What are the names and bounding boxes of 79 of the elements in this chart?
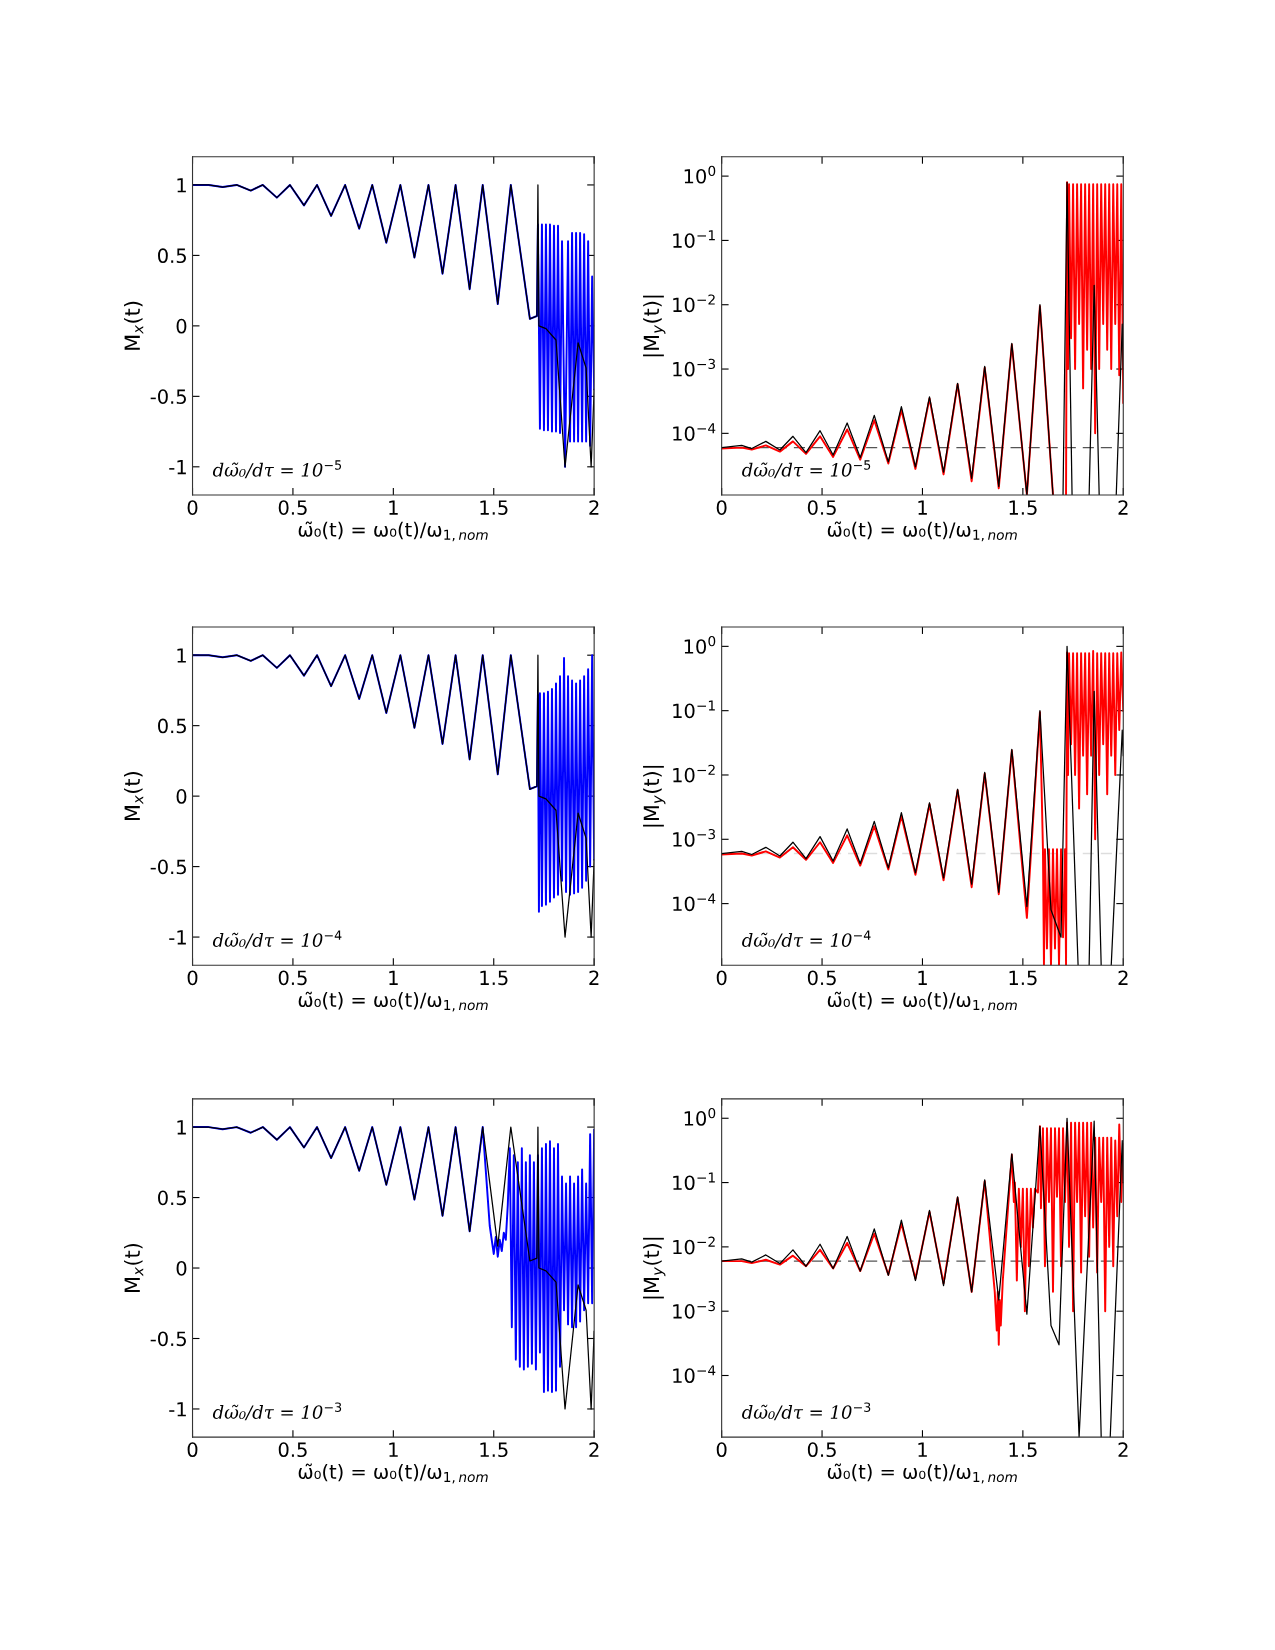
annotation: dω̃₀/dτ = 10$^{−3}$: [212, 1402, 342, 1421]
x-tick-label: 1.5: [480, 500, 508, 515]
x-axis-title: ω̃₀(t) = ω₀(t)/ω$_{1,nom}$: [827, 1463, 1017, 1484]
y-axis-title: M$_{x}$(t): [124, 1243, 144, 1292]
line-series: [721, 1121, 1124, 1346]
annotation: dω̃₀/dτ = 10$^{−3}$: [742, 1402, 871, 1421]
x-axis-title: ω̃₀(t) = ω₀(t)/ω$_{1,nom}$: [827, 991, 1017, 1012]
x-tick-label: 1: [389, 1442, 398, 1457]
y-tick-label: 0.5: [158, 718, 186, 734]
x-tick-label: 0: [716, 970, 727, 986]
x-tick-label: 0: [187, 1442, 198, 1458]
x-axis-title: ω̃₀(t) = ω₀(t)/ω$_{1,nom}$: [298, 991, 488, 1012]
x-tick-label: 0.5: [807, 500, 836, 515]
x-tick-label: 1.5: [1009, 970, 1037, 986]
y-tick-label: -1: [169, 930, 186, 945]
x-tick-label: 0: [716, 1442, 727, 1458]
x-tick-label: 1: [918, 970, 927, 985]
y-axis-title: M$_{x}$(t): [124, 301, 144, 350]
y-axis-title: |M$_{y}$(t)|: [643, 765, 666, 827]
y-tick-label: 10$^{−1}$: [673, 700, 715, 719]
y-axis-title: M$_{x}$(t): [124, 772, 144, 821]
x-tick-label: 2: [1118, 970, 1128, 985]
y-tick-label: -0.5: [150, 389, 186, 405]
y-tick-label: 0: [176, 318, 187, 334]
y-tick-label: 10$^{−1}$: [673, 230, 715, 248]
x-tick-label: 2: [1118, 1442, 1128, 1457]
x-tick-label: 0.5: [278, 500, 307, 515]
annotation: dω̃₀/dτ = 10$^{−4}$: [212, 930, 342, 949]
x-tick-label: 2: [589, 970, 599, 985]
x-tick-label: 0.5: [278, 970, 307, 986]
x-tick-label: 1.5: [480, 1442, 508, 1458]
y-axis-title: |M$_{y}$(t)|: [643, 1237, 666, 1299]
annotation: dω̃₀/dτ = 10$^{−5}$: [742, 460, 871, 479]
y-tick-label: 0: [176, 789, 187, 804]
y-tick-label: 0.5: [158, 1190, 186, 1206]
y-tick-label: -0.5: [150, 859, 186, 875]
annotation: dω̃₀/dτ = 10$^{−4}$: [742, 930, 871, 949]
y-tick-label: 1: [177, 648, 186, 663]
y-tick-label: 10$^{−4}$: [673, 423, 716, 441]
x-tick-label: 2: [589, 1442, 599, 1457]
x-tick-label: 1.5: [1009, 1442, 1037, 1458]
x-tick-label: 2: [1118, 500, 1128, 515]
x-axis-title: ω̃₀(t) = ω₀(t)/ω$_{1,nom}$: [298, 1463, 488, 1484]
y-tick-label: 10$^{−4}$: [673, 1365, 716, 1384]
y-tick-label: 10$^{0}$: [684, 165, 716, 184]
x-tick-label: 0: [716, 500, 727, 515]
y-tick-label: -1: [169, 460, 186, 475]
y-axis-title: |M$_{y}$(t)|: [643, 295, 666, 357]
annotation: dω̃₀/dτ = 10$^{−5}$: [212, 460, 342, 479]
x-tick-label: 1: [389, 500, 398, 515]
y-tick-label: 0.5: [158, 248, 186, 264]
y-tick-label: 10$^{0}$: [684, 636, 716, 654]
x-axis-title: ω̃₀(t) = ω₀(t)/ω$_{1,nom}$: [298, 521, 488, 542]
y-tick-label: 10$^{−3}$: [673, 828, 715, 847]
y-tick-label: 10$^{−2}$: [673, 294, 715, 313]
x-tick-label: 0: [187, 500, 198, 515]
y-tick-label: 10$^{−3}$: [673, 1300, 715, 1319]
x-tick-label: 2: [589, 500, 599, 515]
x-axis-title: ω̃₀(t) = ω₀(t)/ω$_{1,nom}$: [827, 521, 1017, 542]
y-tick-label: 0: [176, 1260, 187, 1276]
x-tick-label: 1: [389, 970, 398, 985]
y-tick-label: -1: [169, 1402, 186, 1417]
y-tick-label: 10$^{−3}$: [673, 358, 715, 377]
y-tick-label: 10$^{−1}$: [673, 1172, 715, 1191]
x-tick-label: 0.5: [807, 970, 836, 986]
y-tick-label: 10$^{0}$: [684, 1107, 716, 1126]
y-tick-label: 10$^{−2}$: [673, 764, 715, 783]
y-tick-label: 10$^{−4}$: [673, 893, 716, 912]
x-tick-label: 0.5: [278, 1442, 307, 1458]
y-tick-label: 10$^{−2}$: [673, 1236, 715, 1255]
y-tick-label: 1: [177, 178, 186, 193]
y-tick-label: -0.5: [150, 1331, 186, 1347]
x-tick-label: 1.5: [1009, 500, 1037, 515]
x-tick-label: 0.5: [807, 1442, 836, 1458]
x-tick-label: 0: [187, 970, 198, 986]
x-tick-label: 1: [918, 1442, 927, 1457]
x-tick-label: 1: [918, 500, 927, 515]
x-tick-label: 1.5: [480, 970, 508, 986]
y-tick-label: 1: [177, 1120, 186, 1135]
